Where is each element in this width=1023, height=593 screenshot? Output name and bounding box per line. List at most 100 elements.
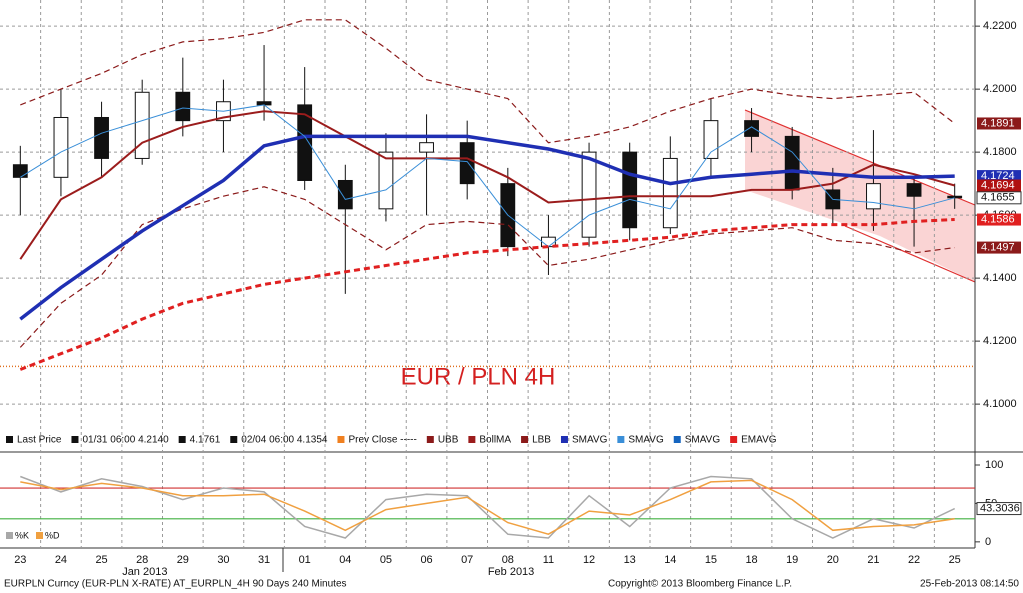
footer-center: Copyright© 2013 Bloomberg Finance L.P. bbox=[608, 579, 792, 590]
candle-body bbox=[419, 142, 434, 153]
x-tick-label: 14 bbox=[664, 554, 676, 566]
price-tag bbox=[977, 117, 1021, 130]
legend-swatch bbox=[337, 436, 345, 443]
legend-label: UBB bbox=[438, 435, 459, 446]
legend-swatch bbox=[230, 436, 238, 443]
x-tick-label: 12 bbox=[583, 554, 595, 566]
price-tag-label: 4.1724 bbox=[981, 170, 1015, 182]
legend-label: SMAVG bbox=[628, 435, 664, 446]
legend-label: BollMA bbox=[479, 435, 511, 446]
stoch-line bbox=[20, 475, 956, 539]
legend-swatch bbox=[560, 436, 568, 443]
candle-body bbox=[12, 164, 28, 178]
legend-label: Prev Close ----- bbox=[348, 435, 416, 446]
series-line bbox=[19, 218, 955, 371]
price-tag bbox=[977, 213, 1021, 226]
legend-label: SMAVG bbox=[572, 435, 608, 446]
series-line bbox=[20, 19, 956, 144]
price-tag bbox=[977, 170, 1021, 183]
legend-label: Last Price bbox=[17, 435, 62, 446]
x-tick-label: 18 bbox=[745, 554, 757, 566]
legend-label: 4.1761 bbox=[190, 435, 221, 446]
x-tick-label: 08 bbox=[502, 554, 514, 566]
price-tag-label: 4.1497 bbox=[981, 241, 1015, 253]
x-tick-label: 30 bbox=[217, 554, 229, 566]
footer-right: 25-Feb-2013 08:14:50 bbox=[920, 579, 1019, 590]
legend-swatch bbox=[521, 436, 529, 443]
price-tag-label: 4.1694 bbox=[981, 179, 1015, 191]
price-tag bbox=[977, 241, 1021, 254]
x-tick-label: 13 bbox=[624, 554, 636, 566]
x-tick-label: 19 bbox=[786, 554, 798, 566]
stoch-legend-swatch bbox=[6, 532, 13, 539]
candle-body bbox=[134, 91, 150, 159]
candle-body bbox=[581, 151, 597, 238]
price-tag bbox=[977, 179, 1021, 192]
candle-body bbox=[662, 157, 678, 229]
x-tick-label: 01 bbox=[299, 554, 311, 566]
month-label: Jan 2013 bbox=[122, 566, 167, 578]
legend-swatch bbox=[730, 436, 738, 443]
y-tick-label: 4.1000 bbox=[983, 398, 1017, 410]
month-label: Feb 2013 bbox=[488, 566, 534, 578]
stoch-tag-label: 43.3036 bbox=[980, 502, 1020, 514]
candle-body bbox=[94, 116, 109, 159]
channel-upper bbox=[744, 109, 976, 206]
candle-body bbox=[378, 151, 394, 210]
x-tick-label: 07 bbox=[461, 554, 473, 566]
x-tick-label: 31 bbox=[258, 554, 270, 566]
y-tick-label: 4.2200 bbox=[983, 20, 1017, 32]
series-line bbox=[19, 110, 955, 260]
candle-body bbox=[337, 179, 353, 210]
legend-label: 02/04 06:00 4.1354 bbox=[241, 435, 328, 446]
legend-label: LBB bbox=[532, 435, 551, 446]
y-tick-label: 4.1800 bbox=[983, 146, 1017, 158]
x-tick-label: 20 bbox=[827, 554, 839, 566]
y-tick-label: 4.1400 bbox=[983, 272, 1017, 284]
candle-body bbox=[703, 120, 719, 159]
stoch-line bbox=[20, 479, 955, 536]
x-tick-label: 21 bbox=[867, 554, 879, 566]
stoch-legend-label: %K bbox=[15, 530, 29, 540]
candle-body bbox=[297, 104, 313, 181]
x-tick-label: 04 bbox=[339, 554, 351, 566]
series-line bbox=[20, 104, 955, 248]
legend-swatch bbox=[426, 436, 434, 443]
x-tick-label: 24 bbox=[55, 554, 67, 566]
stoch-legend-swatch bbox=[36, 532, 43, 539]
x-tick-label: 29 bbox=[177, 554, 189, 566]
channel-lower bbox=[844, 225, 976, 283]
footer-left: EURPLN Curncy (EUR-PLN X-RATE) AT_EURPLN… bbox=[4, 579, 347, 590]
price-tag-label: 4.1891 bbox=[981, 117, 1015, 129]
legend-label: EMAVG bbox=[741, 435, 777, 446]
candle-body bbox=[175, 91, 191, 122]
candle-body bbox=[459, 142, 475, 185]
candle-body bbox=[744, 120, 759, 137]
x-tick-label: 25 bbox=[949, 554, 961, 566]
annotation: EUR / PLN 4H bbox=[401, 363, 556, 390]
legend-label: SMAVG bbox=[685, 435, 721, 446]
y-tick-label: 4.1200 bbox=[983, 335, 1017, 347]
stoch-y-tick-label: 100 bbox=[985, 459, 1003, 471]
candle-body bbox=[784, 135, 800, 191]
price-tag-label: 4.1586 bbox=[981, 213, 1015, 225]
x-tick-label: 05 bbox=[380, 554, 392, 566]
x-tick-label: 23 bbox=[14, 554, 26, 566]
stoch-legend-label: %D bbox=[45, 530, 60, 540]
x-tick-label: 15 bbox=[705, 554, 717, 566]
legend-swatch bbox=[673, 436, 681, 443]
trend-channel bbox=[745, 110, 975, 282]
x-tick-label: 22 bbox=[908, 554, 920, 566]
legend-swatch bbox=[71, 436, 79, 443]
x-tick-label: 25 bbox=[95, 554, 107, 566]
stoch-tag bbox=[976, 502, 1022, 516]
candle-body bbox=[622, 151, 638, 229]
candle-body bbox=[947, 195, 963, 199]
price-tag-label: 4.1655 bbox=[981, 192, 1015, 204]
candle-body bbox=[53, 116, 69, 178]
price-tag bbox=[976, 191, 1022, 205]
legend-swatch bbox=[6, 436, 13, 443]
x-tick-label: 28 bbox=[136, 554, 148, 566]
